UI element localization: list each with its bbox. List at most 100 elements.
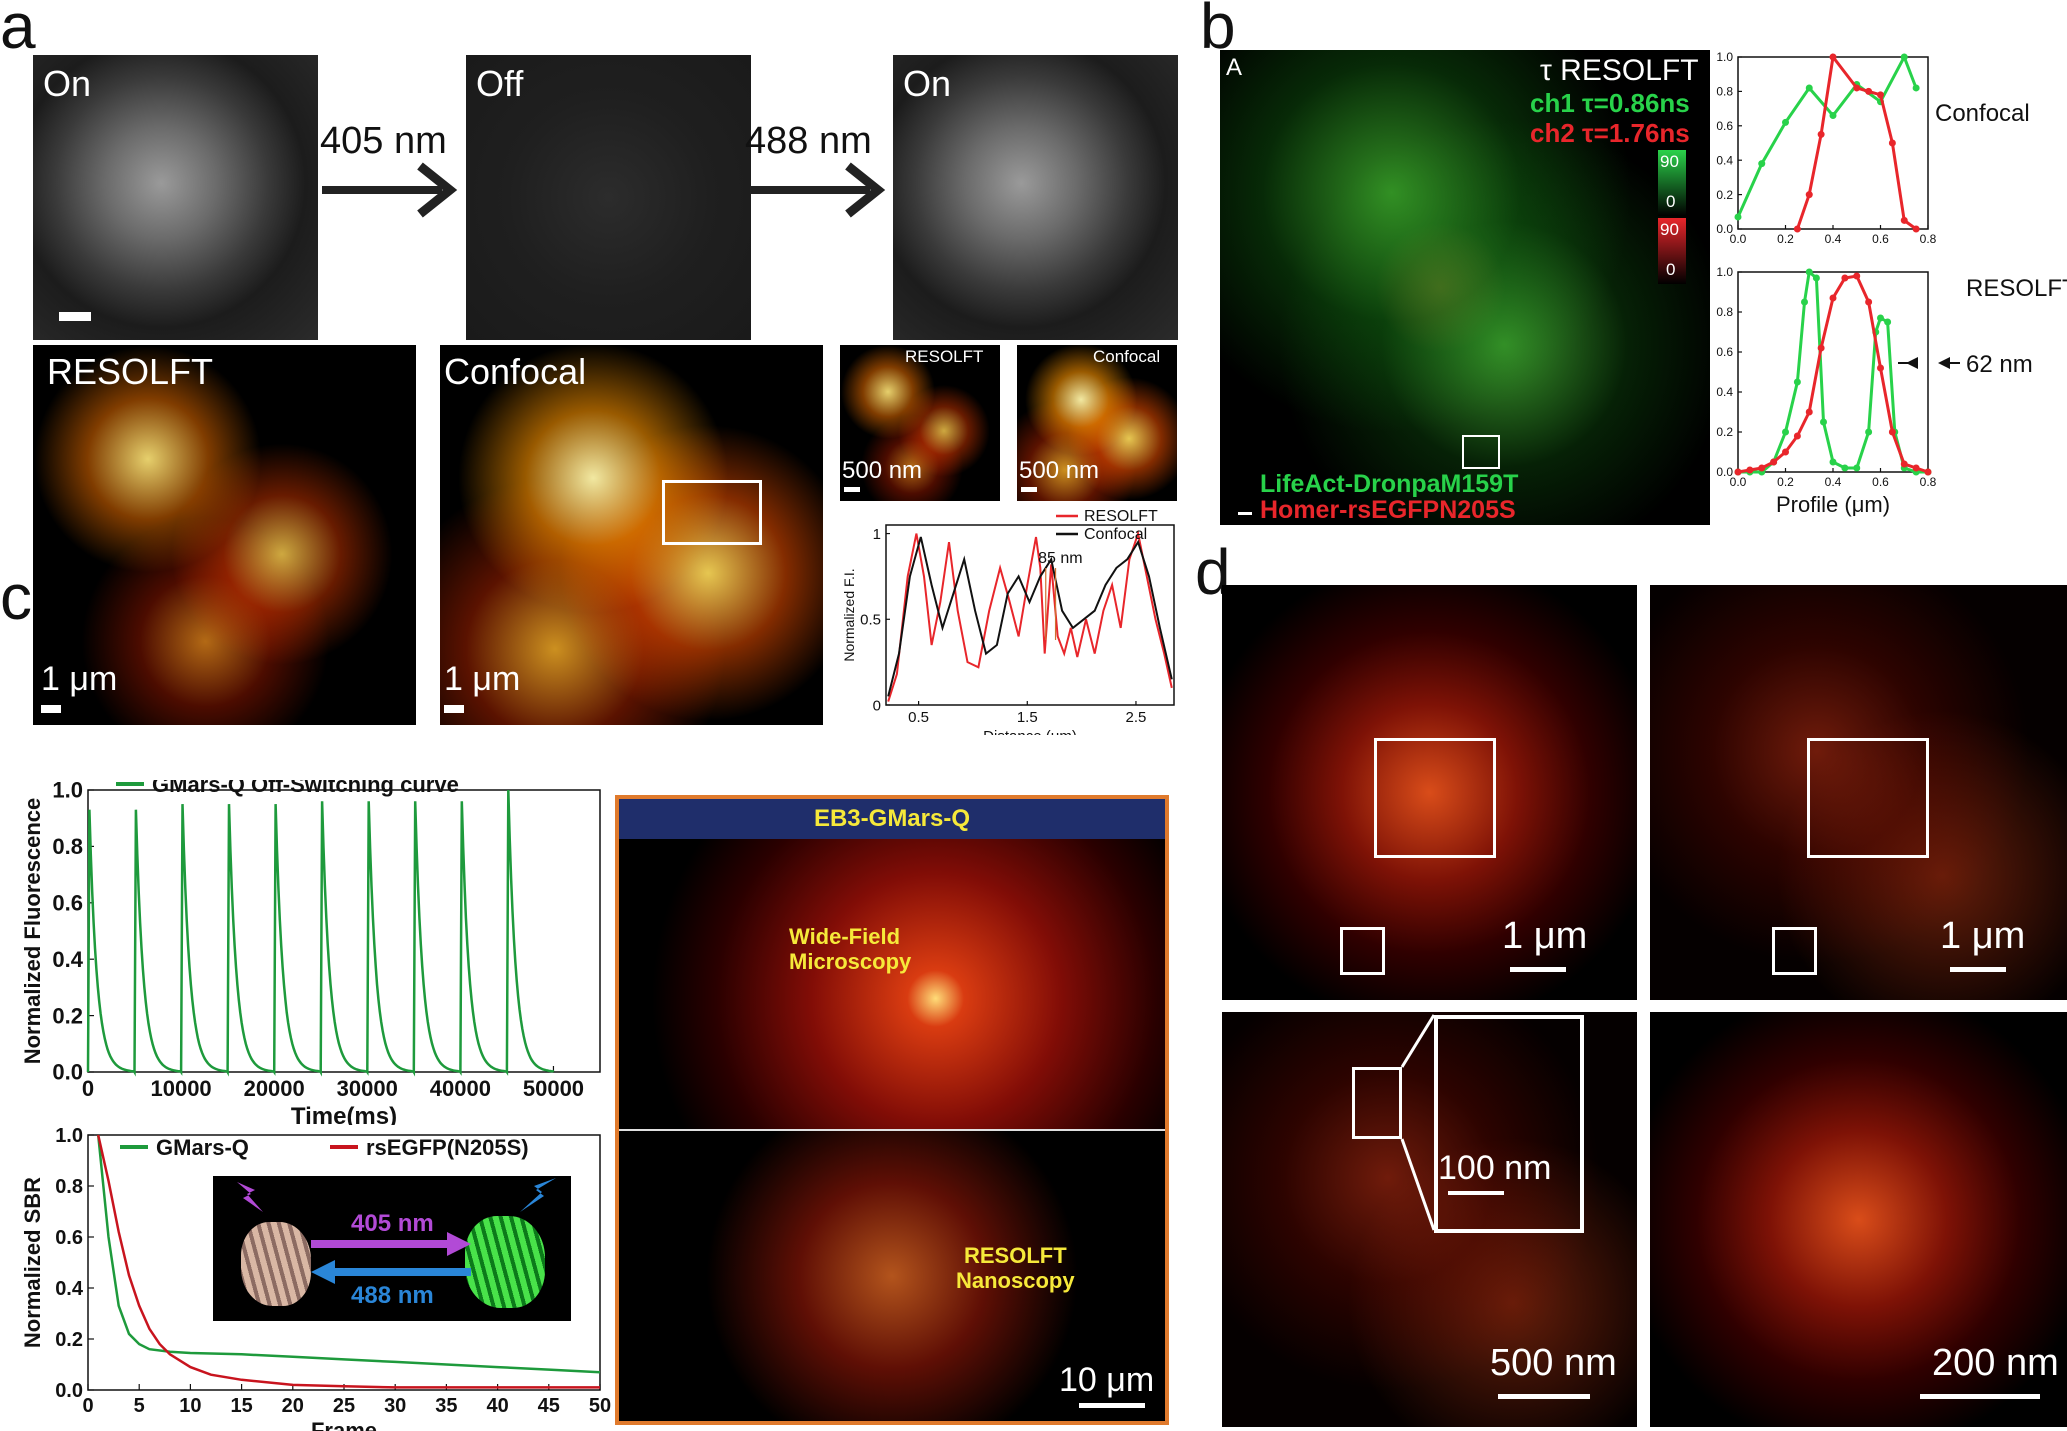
- x-tick-label: 0.6: [1872, 232, 1889, 246]
- y-tick-label: 0.6: [1716, 345, 1733, 359]
- b-corner-label: A: [1226, 54, 1243, 81]
- y-tick-label: 0.5: [860, 612, 881, 629]
- zoom-confocal-scale-label: 500 nm: [1019, 457, 1100, 484]
- series-line-1: [1795, 53, 1917, 231]
- annotation-label: 62 nm: [1966, 351, 2033, 378]
- legend-label: Confocal: [1084, 526, 1147, 543]
- d-scale-2-label: 1 μm: [1940, 915, 2026, 957]
- on-label-2: On: [903, 63, 952, 104]
- c-sbr-chart: 0 5 10 15 20 25 30 35 40 45 50 0.0 0.2 0.4 0.6 0.8 1.0 Fr…: [20, 1125, 611, 1431]
- scale-bar: [1510, 967, 1566, 972]
- zoom-confocal-label: Confocal: [1093, 347, 1161, 366]
- y-tick-label: 0.0: [52, 1060, 83, 1085]
- arrow-1-wavelength: 405 nm: [320, 120, 447, 162]
- data-point: [1888, 139, 1896, 147]
- on-image-1: On: [33, 55, 318, 340]
- series-line-0: [96, 1134, 601, 1374]
- scale-bar: [1021, 487, 1037, 492]
- x-tick-label: 0.2: [1777, 475, 1794, 489]
- legend-label: RESOLFT: [1084, 510, 1158, 525]
- data-point: [1888, 428, 1896, 436]
- x-tick-label: 40000: [430, 1076, 491, 1101]
- laser-flash-icon: [237, 1182, 263, 1212]
- chart-title: RESOLFT: [1966, 275, 2067, 302]
- c-inset-arrow-2: 488 nm: [351, 1282, 434, 1309]
- data-point: [1758, 464, 1766, 472]
- series-line-1: [887, 536, 1173, 697]
- data-point: [1853, 464, 1861, 472]
- b-resolft-chart: 0.0 0.2 0.4 0.6 0.8 0.0 0.2 0.4 0.6 0.8 1.0 Profile…: [1716, 265, 2067, 517]
- on-label-1: On: [43, 63, 92, 104]
- data-point: [1805, 191, 1813, 199]
- region-box: [662, 480, 762, 545]
- region-box: [1807, 738, 1929, 858]
- x-axis-label: Distance (μm): [983, 728, 1077, 735]
- data-point: [1853, 84, 1861, 92]
- region-box: [1352, 1067, 1402, 1139]
- data-point: [1912, 84, 1920, 92]
- c-wide-field-region: Wide-Field Microscopy: [619, 839, 1165, 1129]
- x-tick-label: 25: [333, 1395, 355, 1417]
- c-image-title: EB3-GMars-Q: [813, 805, 971, 832]
- scale-bar: [1448, 1191, 1504, 1195]
- c-resolft-label-2: Nanoscopy: [956, 1268, 1075, 1293]
- data-point: [1865, 298, 1873, 306]
- x-tick-label: 1.5: [1017, 709, 1038, 726]
- b-ch1-label: ch1 τ=0.86ns: [1530, 88, 1690, 118]
- green-scale-min: 0: [1666, 192, 1676, 211]
- data-point: [1877, 364, 1884, 372]
- arrow-icon: [1938, 357, 1950, 369]
- data-point: [1793, 378, 1801, 386]
- data-point: [1770, 458, 1778, 466]
- x-tick-label: 0.4: [1825, 475, 1842, 489]
- panel-letter-a: a: [0, 0, 36, 62]
- data-point: [1853, 272, 1861, 280]
- d-image-3: 100 nm 500 nm: [1222, 1012, 1637, 1427]
- scale-bar: [444, 705, 464, 713]
- series-line-1: [96, 1134, 600, 1389]
- region-box: [1340, 927, 1385, 975]
- data-point: [1793, 225, 1801, 233]
- data-point: [1817, 344, 1825, 352]
- x-tick-label: 50000: [523, 1076, 584, 1101]
- d-scale-4-label: 200 nm: [1932, 1342, 2059, 1384]
- x-tick-label: 0.6: [1872, 475, 1889, 489]
- green-scale-max: 90: [1660, 152, 1679, 171]
- legend-label: GMars-Q Off-Switching curve: [152, 780, 459, 797]
- data-point: [1865, 428, 1873, 436]
- data-point: [1805, 268, 1813, 276]
- d-inset-scale-label: 100 nm: [1438, 1149, 1552, 1187]
- c-eb3-frame: EB3-GMars-Q Wide-Field Microscopy RESOLF…: [615, 795, 1169, 1425]
- data-point: [1912, 464, 1920, 472]
- y-tick-label: 0.2: [52, 1003, 83, 1028]
- c-offswitch-chart: 0 10000 20000 30000 40000 50000 0.0 0.2 0.4 0.6 0.…: [20, 780, 601, 1125]
- confocal-image-label: Confocal: [444, 351, 587, 392]
- x-tick-label: 0.4: [1825, 232, 1842, 246]
- panel-letter-b: b: [1200, 0, 1236, 62]
- x-tick-label: 2.5: [1126, 709, 1147, 726]
- y-tick-label: 0.8: [52, 834, 83, 859]
- y-axis-label: Normalized F.I.: [841, 568, 857, 661]
- c-switch-inset: 405 nm 488 nm: [213, 1176, 571, 1321]
- d-image-4: 200 nm: [1650, 1012, 2067, 1427]
- c-inset-arrow-1: 405 nm: [351, 1210, 434, 1237]
- x-tick-label: 15: [230, 1395, 252, 1417]
- scale-bar: [1079, 1403, 1145, 1408]
- resolft-scale-label: 1 μm: [41, 660, 118, 698]
- off-label: Off: [476, 63, 524, 104]
- data-point: [1829, 294, 1837, 302]
- x-tick-label: 45: [538, 1395, 560, 1417]
- y-tick-label: 0.6: [55, 1227, 83, 1249]
- arrow-right-icon: [322, 162, 458, 218]
- y-tick-label: 1.0: [1716, 265, 1733, 279]
- zoom-confocal-image: Confocal 500 nm: [1017, 345, 1177, 501]
- x-tick-label: 20000: [244, 1076, 305, 1101]
- y-tick-label: 0.0: [55, 1380, 83, 1402]
- region-box: [1462, 435, 1500, 469]
- y-tick-label: 0.0: [1716, 222, 1733, 236]
- arrow-icon: [1906, 357, 1918, 369]
- b-marker-green: LifeAct-DronpaM159T: [1260, 470, 1519, 498]
- laser-flash-icon: [520, 1178, 556, 1212]
- data-point: [1900, 216, 1908, 224]
- data-point: [1900, 460, 1908, 468]
